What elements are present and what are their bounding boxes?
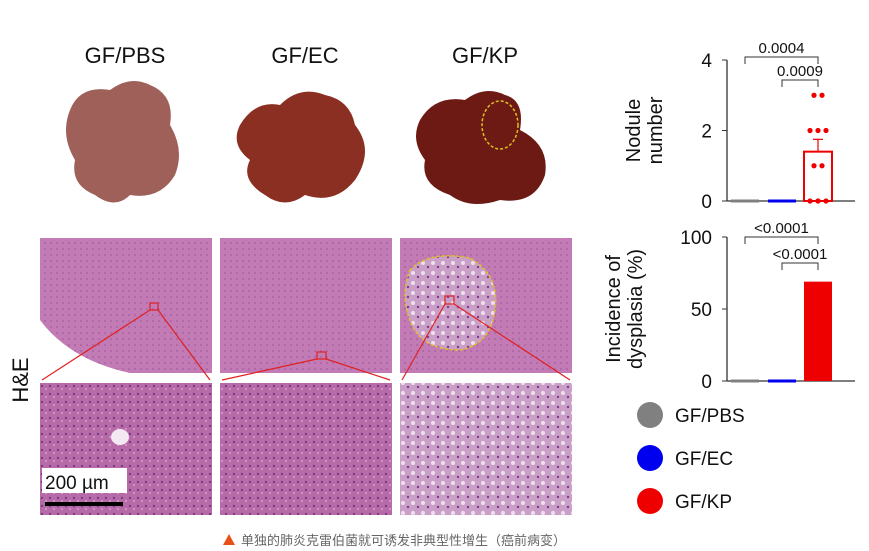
y-tick-label: 0: [701, 372, 712, 393]
caption-text: 单独的肺炎克雷伯菌就可诱发非典型性增生（癌前病变）: [241, 533, 566, 549]
y-axis-label: Incidence ofdysplasia (%): [603, 249, 647, 369]
nodule-chart: 0 2 4 Nodulenumber 0.0004 0.0009: [623, 40, 855, 213]
y-tick-label: 2: [701, 122, 712, 143]
legend-label: GF/KP: [675, 492, 732, 513]
y-tick-label: 4: [701, 51, 712, 72]
significance-bracket: [781, 262, 819, 270]
p-value-label: <0.0001: [754, 220, 809, 237]
p-value-label: <0.0001: [773, 246, 828, 263]
liver-photo-kp: [416, 91, 546, 204]
data-point: [819, 92, 825, 98]
legend-label: GF/EC: [675, 449, 733, 470]
he-high-ec: [220, 383, 392, 515]
data-point: [819, 163, 825, 169]
scale-bar-label: 200 µm: [45, 473, 109, 494]
data-point: [811, 92, 817, 98]
significance-bracket: [744, 236, 819, 244]
data-point: [807, 127, 813, 134]
bar: [803, 150, 833, 202]
y-axis-label-line: Nodule: [623, 99, 645, 162]
tumor-outline: [404, 255, 497, 351]
p-value-label: 0.0009: [777, 63, 823, 80]
he-high-pbs: [40, 383, 212, 515]
data-point: [823, 198, 829, 204]
group-title-ec: GF/EC: [271, 43, 338, 68]
legend-swatch-icon: [637, 488, 663, 514]
legend: GF/PBS GF/EC GF/KP: [637, 402, 745, 514]
significance-bracket: [744, 56, 819, 64]
p-value-label: 0.0004: [759, 40, 805, 57]
he-low-ec: [220, 238, 392, 373]
y-tick-label: 0: [701, 192, 712, 213]
he-high-kp: [400, 383, 572, 515]
data-point: [815, 198, 821, 204]
group-title-kp: GF/KP: [452, 43, 518, 68]
zoom-lines: [41, 295, 571, 381]
scale-bar: [45, 502, 123, 506]
y-tick-label: 50: [691, 300, 712, 321]
bar: [804, 281, 832, 381]
triangle-up-icon: [223, 534, 235, 545]
liver-photo-pbs: [66, 81, 179, 203]
legend-swatch-icon: [637, 402, 663, 428]
significance-bracket: [781, 79, 819, 87]
nodule-outline: [481, 100, 519, 150]
y-axis-label: Nodulenumber: [623, 96, 667, 164]
y-axis-label-line: Incidence of: [603, 255, 625, 363]
y-tick-label: 100: [680, 228, 712, 249]
data-point: [811, 163, 817, 169]
dysplasia-chart: 0 50 100 Incidence ofdysplasia (%) <0.0001 <0…: [603, 220, 855, 393]
legend-label: GF/PBS: [675, 406, 745, 427]
data-point: [823, 127, 829, 134]
data-point: [815, 127, 821, 134]
legend-swatch-icon: [637, 445, 663, 471]
stain-label: H&E: [8, 357, 33, 402]
y-axis-label-line: dysplasia (%): [625, 249, 647, 369]
group-title-pbs: GF/PBS: [85, 43, 166, 68]
y-axis-label-line: number: [645, 96, 667, 164]
liver-photo-ec: [236, 91, 365, 203]
data-point: [807, 198, 813, 204]
